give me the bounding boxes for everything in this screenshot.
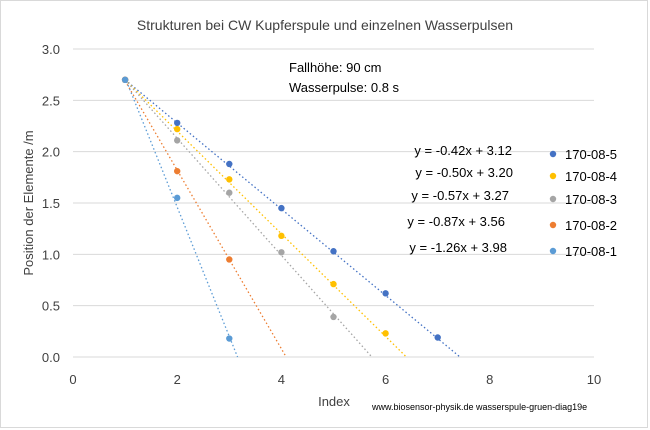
data-point-170-08-5 [278, 204, 285, 212]
legend-marker-170-08-1 [549, 247, 557, 255]
legend-label-170-08-2: 170-08-2 [565, 218, 617, 233]
x-tick-label: 2 [174, 372, 181, 387]
annotation-fallhoehe: Fallhöhe: 90 cm [289, 60, 382, 75]
data-point-170-08-4 [174, 125, 181, 133]
legend-label-170-08-5: 170-08-5 [565, 147, 617, 162]
data-point-170-08-3 [226, 189, 233, 196]
annotation-wasserpulse: Wasserpulse: 0.8 s [289, 80, 400, 95]
x-tick-labels: 0 2 4 6 8 10 [69, 372, 601, 387]
equation-170-08-3: y = -0.57x + 3.27 [411, 188, 509, 203]
trendline-170-08-2 [124, 80, 287, 358]
data-point-170-08-1 [121, 76, 129, 84]
y-tick-label: 1.5 [42, 196, 60, 211]
data-point-170-08-4 [226, 176, 233, 183]
x-tick-label: 0 [69, 372, 76, 387]
x-tick-label: 10 [587, 372, 601, 387]
annotation-box: Fallhöhe: 90 cm Wasserpulse: 0.8 s [283, 56, 418, 98]
data-point-170-08-1 [226, 335, 233, 342]
y-tick-label: 2.5 [42, 93, 60, 108]
annotation-background [283, 56, 418, 98]
data-point-170-08-4 [382, 330, 389, 337]
chart-title: Strukturen bei CW Kupferspule und einzel… [137, 17, 513, 33]
data-point-170-08-2 [174, 167, 181, 175]
footer-credit: www.biosensor-physik.de wasserspule-grue… [371, 402, 587, 412]
equation-170-08-1: y = -1.26x + 3.98 [409, 240, 507, 255]
data-point-170-08-3 [174, 137, 181, 144]
data-point-170-08-5 [434, 334, 441, 341]
data-point-170-08-4 [330, 280, 337, 288]
legend-marker-170-08-5 [549, 150, 557, 158]
trendline-170-08-4 [124, 79, 407, 358]
x-tick-label: 8 [486, 372, 493, 387]
equation-170-08-4: y = -0.50x + 3.20 [415, 165, 513, 180]
data-point-170-08-3 [278, 249, 285, 256]
data-point-170-08-5 [382, 290, 389, 297]
data-point-170-08-1 [174, 194, 181, 202]
trendlines [124, 77, 461, 358]
y-tick-label: 2.0 [42, 145, 60, 160]
y-tick-label: 0.5 [42, 299, 60, 314]
gridlines [73, 48, 594, 358]
y-tick-label: 0.0 [42, 350, 60, 365]
legend-label-170-08-4: 170-08-4 [565, 169, 617, 184]
data-point-170-08-3 [330, 313, 337, 321]
trendline-170-08-3 [124, 79, 373, 358]
x-axis-label: Index [318, 394, 350, 409]
equation-170-08-5: y = -0.42x + 3.12 [414, 143, 512, 158]
legend-marker-170-08-4 [549, 172, 557, 180]
trendline-equations: y = -0.42x + 3.12 y = -0.50x + 3.20 y = -0… [407, 143, 513, 255]
data-point-170-08-2 [226, 256, 233, 263]
equation-170-08-2: y = -0.87x + 3.56 [407, 214, 505, 229]
trendline-170-08-1 [124, 77, 239, 358]
data-points [121, 76, 441, 342]
legend-label-170-08-1: 170-08-1 [565, 244, 617, 259]
y-tick-label: 3.0 [42, 42, 60, 57]
data-point-170-08-4 [278, 232, 285, 240]
y-tick-labels: 0.0 0.5 1.0 1.5 2.0 2.5 3.0 [42, 42, 60, 365]
legend: 170-08-5 170-08-4 170-08-3 170-08-2 170-08-1 [549, 147, 617, 259]
data-point-170-08-5 [330, 248, 337, 255]
legend-marker-170-08-2 [549, 221, 557, 229]
trendline-170-08-5 [124, 79, 461, 358]
y-tick-label: 1.0 [42, 247, 60, 262]
legend-marker-170-08-3 [549, 195, 557, 203]
data-point-170-08-5 [174, 119, 181, 127]
x-tick-label: 6 [382, 372, 389, 387]
y-axis-label: Position der Elemente /m [21, 130, 36, 275]
legend-label-170-08-3: 170-08-3 [565, 192, 617, 207]
data-point-170-08-5 [226, 160, 233, 168]
x-tick-label: 4 [278, 372, 285, 387]
